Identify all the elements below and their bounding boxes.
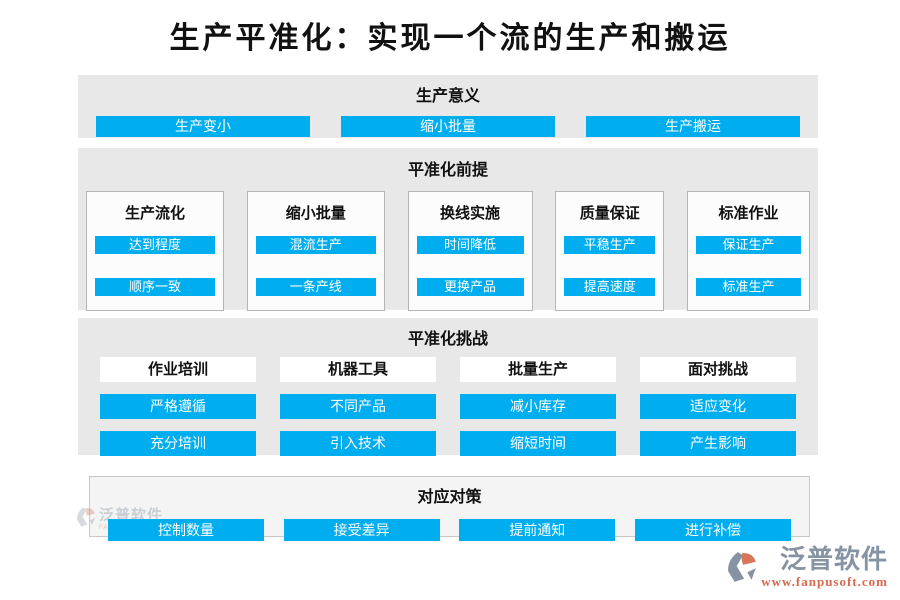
prereq-4-button-1[interactable]: 平稳生产 xyxy=(564,236,656,254)
countermeasure-button-3[interactable]: 提前通知 xyxy=(459,519,616,541)
prereq-column-2: 缩小批量 混流生产 一条产线 xyxy=(246,191,385,311)
challenge-column-1-header: 作业培训 xyxy=(100,357,256,382)
section-countermeasures: 对应对策 控制数量 接受差异 提前通知 进行补偿 xyxy=(89,476,810,541)
prereq-2-button-1[interactable]: 混流生产 xyxy=(255,236,376,254)
challenge-4-button-1[interactable]: 适应变化 xyxy=(640,394,796,419)
challenge-1-button-1[interactable]: 严格遵循 xyxy=(100,394,256,419)
challenge-3-button-1[interactable]: 减小库存 xyxy=(460,394,616,419)
fanpu-logo-icon xyxy=(75,506,97,533)
challenge-column-3-header: 批量生产 xyxy=(460,357,616,382)
challenge-3-button-2[interactable]: 缩短时间 xyxy=(460,431,616,456)
section-challenges: 平准化挑战 作业培训 严格遵循 充分培训 机器工具 不同产品 引入技术 批量生产… xyxy=(78,318,818,456)
section-prerequisites-header: 平准化前提 xyxy=(407,162,488,179)
prereq-column-3-header: 换线实施 xyxy=(439,205,500,222)
challenge-column-4: 面对挑战 适应变化 产生影响 xyxy=(640,357,796,456)
challenge-1-button-2[interactable]: 充分培训 xyxy=(100,431,256,456)
challenge-column-1: 作业培训 严格遵循 充分培训 xyxy=(100,357,256,456)
prereq-column-1-header: 生产流化 xyxy=(124,205,185,222)
challenge-column-2: 机器工具 不同产品 引入技术 xyxy=(280,357,436,456)
challenge-2-button-1[interactable]: 不同产品 xyxy=(280,394,436,419)
brand-logo: 泛普软件 www.fanpusoft.com xyxy=(725,544,888,590)
prerequisite-columns: 生产流化 达到程度 顺序一致 缩小批量 混流生产 一条产线 换线实施 时间降低 … xyxy=(78,191,818,311)
brand-name: 泛普软件 xyxy=(779,544,888,574)
challenge-columns: 作业培训 严格遵循 充分培训 机器工具 不同产品 引入技术 批量生产 减小库存 … xyxy=(78,357,818,456)
prereq-1-button-1[interactable]: 达到程度 xyxy=(95,236,215,254)
meaning-button-2[interactable]: 缩小批量 xyxy=(341,116,555,137)
challenge-4-button-2[interactable]: 产生影响 xyxy=(640,431,796,456)
prereq-2-button-2[interactable]: 一条产线 xyxy=(255,278,376,296)
brand-url[interactable]: www.fanpusoft.com xyxy=(761,574,888,590)
prereq-column-4-header: 质量保证 xyxy=(579,205,640,222)
section-meaning: 生产意义 生产变小 缩小批量 生产搬运 xyxy=(78,75,818,138)
prereq-5-button-1[interactable]: 保证生产 xyxy=(696,236,801,254)
meaning-button-row: 生产变小 缩小批量 生产搬运 xyxy=(78,116,818,137)
countermeasure-button-1[interactable]: 控制数量 xyxy=(108,519,264,541)
section-prerequisites: 平准化前提 生产流化 达到程度 顺序一致 缩小批量 混流生产 一条产线 换线实施… xyxy=(78,148,818,311)
challenge-column-3: 批量生产 减小库存 缩短时间 xyxy=(460,357,616,456)
prereq-column-2-header: 缩小批量 xyxy=(285,205,346,222)
prereq-3-button-2[interactable]: 更换产品 xyxy=(416,278,524,296)
prereq-column-5-header: 标准作业 xyxy=(718,205,779,222)
prereq-4-button-2[interactable]: 提高速度 xyxy=(564,278,656,296)
challenge-2-button-2[interactable]: 引入技术 xyxy=(280,431,436,456)
countermeasure-button-2[interactable]: 接受差异 xyxy=(283,519,440,541)
prereq-column-5: 标准作业 保证生产 标准生产 xyxy=(687,191,810,311)
prereq-1-button-2[interactable]: 顺序一致 xyxy=(95,278,215,296)
meaning-button-1[interactable]: 生产变小 xyxy=(96,116,310,137)
countermeasure-button-4[interactable]: 进行补偿 xyxy=(634,519,791,541)
prereq-5-button-2[interactable]: 标准生产 xyxy=(696,278,801,296)
challenge-column-2-header: 机器工具 xyxy=(280,357,436,382)
fanpu-logo-icon xyxy=(725,550,759,589)
prereq-column-3: 换线实施 时间降低 更换产品 xyxy=(407,191,533,311)
meaning-button-3[interactable]: 生产搬运 xyxy=(586,116,800,137)
challenge-column-4-header: 面对挑战 xyxy=(640,357,796,382)
countermeasure-button-row: 控制数量 接受差异 提前通知 进行补偿 xyxy=(90,519,809,541)
prereq-column-4: 质量保证 平稳生产 提高速度 xyxy=(555,191,665,311)
prereq-column-1: 生产流化 达到程度 顺序一致 xyxy=(86,191,224,311)
section-challenges-header: 平准化挑战 xyxy=(407,331,488,348)
page-title: 生产平准化：实现一个流的生产和搬运 xyxy=(169,22,731,55)
prereq-3-button-1[interactable]: 时间降低 xyxy=(416,236,524,254)
section-meaning-header: 生产意义 xyxy=(415,88,480,105)
section-countermeasures-header: 对应对策 xyxy=(417,489,482,506)
